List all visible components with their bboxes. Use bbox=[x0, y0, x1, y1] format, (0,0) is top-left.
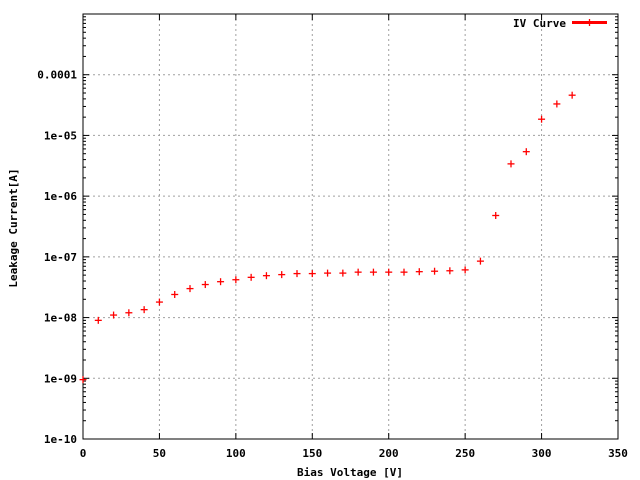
data-point bbox=[385, 268, 393, 276]
data-point bbox=[507, 160, 515, 168]
data-point bbox=[324, 269, 332, 277]
data-point bbox=[354, 268, 362, 276]
x-tick-label: 350 bbox=[608, 447, 628, 460]
data-point bbox=[171, 290, 179, 298]
y-tick-label: 1e-10 bbox=[44, 433, 77, 446]
axis-ticks bbox=[82, 14, 619, 440]
x-tick-label: 100 bbox=[226, 447, 246, 460]
data-point bbox=[415, 268, 423, 276]
y-tick-label: 1e-09 bbox=[44, 372, 77, 385]
data-point bbox=[262, 272, 270, 280]
grid-lines bbox=[83, 14, 618, 439]
data-point bbox=[538, 115, 546, 123]
data-point bbox=[446, 267, 454, 275]
data-point bbox=[308, 270, 316, 278]
y-tick-label: 1e-05 bbox=[44, 129, 77, 142]
data-point bbox=[155, 298, 163, 306]
data-point bbox=[232, 276, 240, 284]
data-point bbox=[476, 257, 484, 265]
data-point bbox=[461, 266, 469, 274]
x-tick-labels: 0 50 100 150 200 250 300 350 bbox=[80, 447, 628, 460]
data-point bbox=[369, 268, 377, 276]
data-point bbox=[140, 306, 148, 314]
data-point bbox=[400, 268, 408, 276]
y-tick-label: 1e-08 bbox=[44, 312, 77, 325]
data-point bbox=[79, 376, 87, 384]
data-point bbox=[431, 267, 439, 275]
x-tick-label: 250 bbox=[455, 447, 475, 460]
legend: IV Curve bbox=[513, 17, 607, 30]
x-tick-label: 200 bbox=[379, 447, 399, 460]
legend-marker-plus bbox=[586, 19, 593, 26]
x-tick-label: 150 bbox=[302, 447, 322, 460]
data-point bbox=[278, 271, 286, 279]
y-tick-label: 0.0001 bbox=[37, 69, 77, 82]
data-point bbox=[553, 100, 561, 108]
data-point bbox=[186, 285, 194, 293]
data-point bbox=[217, 278, 225, 286]
data-point bbox=[125, 309, 133, 317]
legend-marker bbox=[586, 19, 593, 26]
data-point bbox=[247, 273, 255, 281]
data-point bbox=[522, 148, 530, 156]
y-axis-title: Leakage Current[A] bbox=[7, 168, 20, 287]
data-points bbox=[79, 91, 576, 384]
data-point bbox=[110, 311, 118, 319]
x-tick-label: 0 bbox=[80, 447, 87, 460]
x-axis-title: Bias Voltage [V] bbox=[297, 466, 403, 479]
data-point bbox=[568, 91, 576, 99]
data-point bbox=[492, 211, 500, 219]
data-point bbox=[94, 316, 102, 324]
legend-label: IV Curve bbox=[513, 17, 566, 30]
data-point bbox=[339, 269, 347, 277]
data-point bbox=[201, 281, 209, 289]
plot-frame bbox=[82, 13, 619, 440]
y-tick-label: 1e-07 bbox=[44, 251, 77, 264]
x-tick-label: 300 bbox=[532, 447, 552, 460]
data-point bbox=[293, 270, 301, 278]
x-tick-label: 50 bbox=[153, 447, 166, 460]
y-tick-labels: 1e-10 1e-09 1e-08 1e-07 1e-06 1e-05 0.0001 bbox=[37, 69, 77, 446]
y-tick-label: 1e-06 bbox=[44, 190, 77, 203]
